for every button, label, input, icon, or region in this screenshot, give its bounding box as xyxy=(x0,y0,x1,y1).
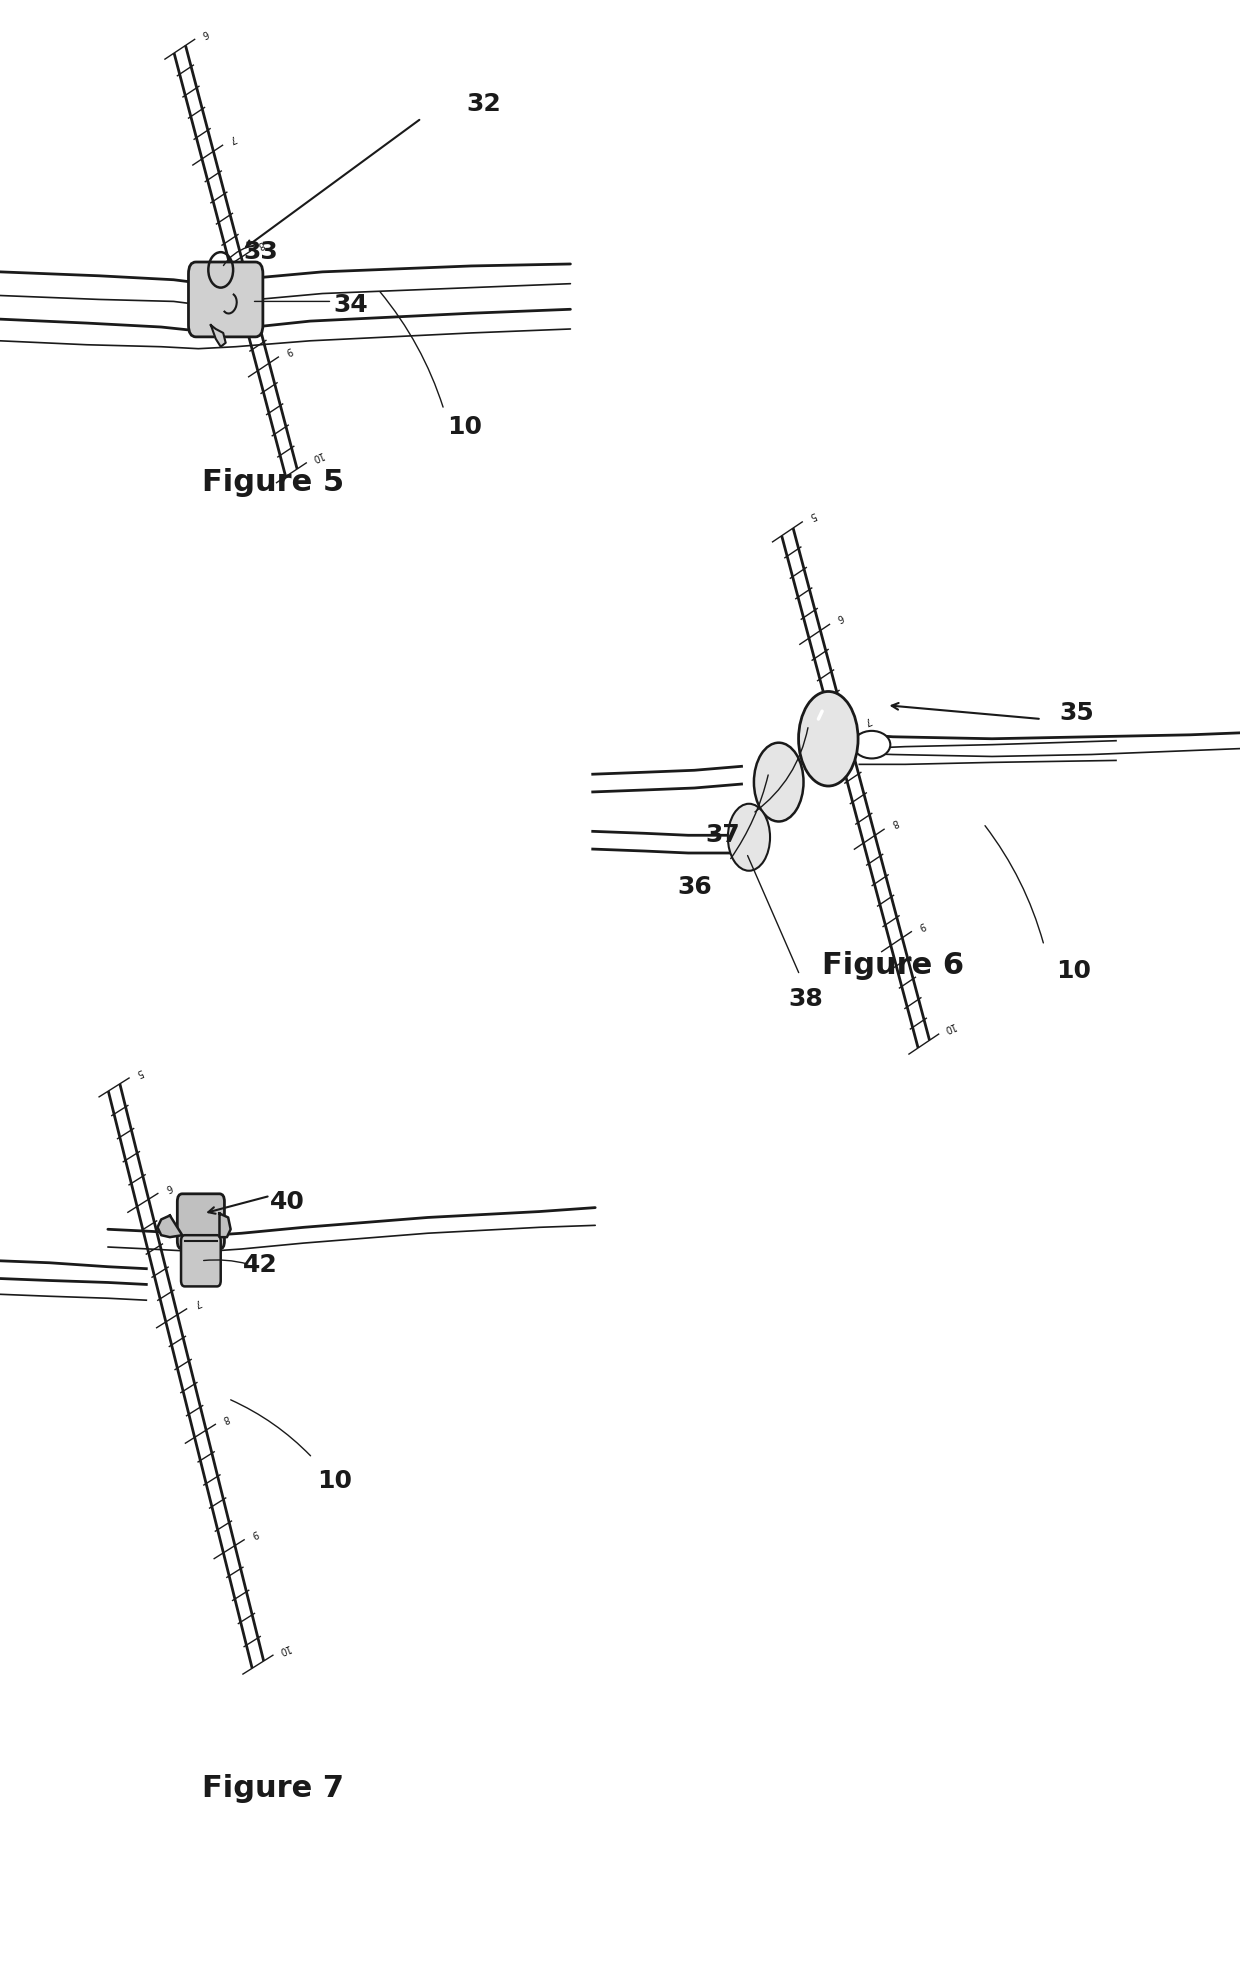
Text: 38: 38 xyxy=(789,987,823,1011)
Text: 35: 35 xyxy=(1059,701,1094,725)
Text: 8: 8 xyxy=(221,1412,231,1424)
Ellipse shape xyxy=(853,731,890,758)
Polygon shape xyxy=(219,1214,231,1237)
Text: 7: 7 xyxy=(228,132,238,144)
Text: 10: 10 xyxy=(317,1470,352,1493)
Text: Figure 6: Figure 6 xyxy=(822,952,963,979)
Text: 32: 32 xyxy=(466,93,501,116)
Text: 34: 34 xyxy=(334,294,368,317)
Text: 6: 6 xyxy=(200,28,210,37)
Polygon shape xyxy=(211,325,226,347)
Text: 7: 7 xyxy=(192,1296,202,1308)
Polygon shape xyxy=(157,1215,182,1237)
Circle shape xyxy=(728,804,770,871)
Text: 5: 5 xyxy=(135,1066,144,1078)
Circle shape xyxy=(799,691,858,786)
FancyBboxPatch shape xyxy=(181,1235,221,1286)
FancyBboxPatch shape xyxy=(177,1194,224,1249)
Text: 42: 42 xyxy=(243,1253,278,1277)
Text: 9: 9 xyxy=(249,1527,259,1539)
Text: 8: 8 xyxy=(889,816,899,827)
Text: 10: 10 xyxy=(1056,959,1091,983)
Text: 7: 7 xyxy=(862,713,872,725)
Text: 10: 10 xyxy=(448,416,482,439)
Text: 36: 36 xyxy=(677,875,712,898)
Text: 5: 5 xyxy=(807,508,817,520)
Text: 10: 10 xyxy=(275,1641,291,1655)
Text: 9: 9 xyxy=(284,345,294,357)
Text: 33: 33 xyxy=(243,240,278,264)
Text: 10: 10 xyxy=(941,1020,956,1034)
FancyBboxPatch shape xyxy=(188,262,263,337)
Text: 10: 10 xyxy=(309,449,324,463)
Text: 9: 9 xyxy=(916,918,926,930)
Text: 6: 6 xyxy=(164,1182,172,1192)
Text: 6: 6 xyxy=(835,611,844,623)
Text: Figure 5: Figure 5 xyxy=(202,469,343,496)
Text: 37: 37 xyxy=(706,823,740,847)
Text: 40: 40 xyxy=(270,1190,305,1214)
Text: Figure 7: Figure 7 xyxy=(202,1775,343,1803)
Circle shape xyxy=(754,743,804,821)
Text: 8: 8 xyxy=(255,238,265,250)
